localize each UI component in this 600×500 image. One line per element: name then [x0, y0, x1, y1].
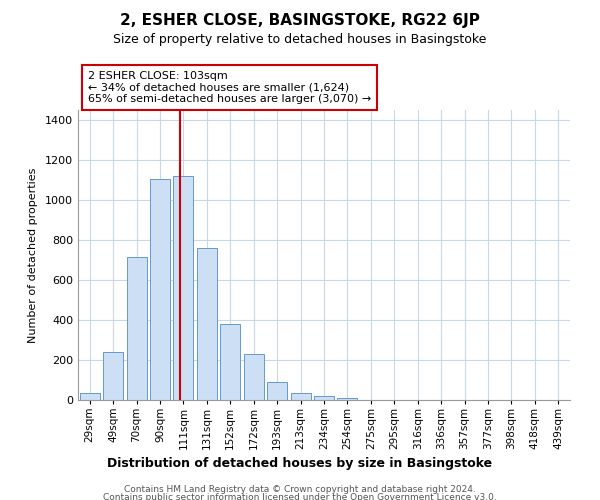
Text: Distribution of detached houses by size in Basingstoke: Distribution of detached houses by size …	[107, 458, 493, 470]
Bar	[337, 398, 358, 400]
Y-axis label: Number of detached properties: Number of detached properties	[28, 168, 38, 342]
Bar	[103, 352, 123, 400]
Text: 2 ESHER CLOSE: 103sqm
← 34% of detached houses are smaller (1,624)
65% of semi-d: 2 ESHER CLOSE: 103sqm ← 34% of detached …	[88, 71, 371, 104]
Bar	[220, 324, 240, 400]
Bar	[197, 248, 217, 400]
Bar	[127, 257, 146, 400]
Bar	[150, 179, 170, 400]
Text: Contains public sector information licensed under the Open Government Licence v3: Contains public sector information licen…	[103, 492, 497, 500]
Bar	[290, 393, 311, 400]
Bar	[267, 382, 287, 400]
Bar	[314, 396, 334, 400]
Bar	[80, 393, 100, 400]
Text: 2, ESHER CLOSE, BASINGSTOKE, RG22 6JP: 2, ESHER CLOSE, BASINGSTOKE, RG22 6JP	[120, 12, 480, 28]
Text: Contains HM Land Registry data © Crown copyright and database right 2024.: Contains HM Land Registry data © Crown c…	[124, 485, 476, 494]
Bar	[244, 354, 263, 400]
Bar	[173, 176, 193, 400]
Text: Size of property relative to detached houses in Basingstoke: Size of property relative to detached ho…	[113, 32, 487, 46]
